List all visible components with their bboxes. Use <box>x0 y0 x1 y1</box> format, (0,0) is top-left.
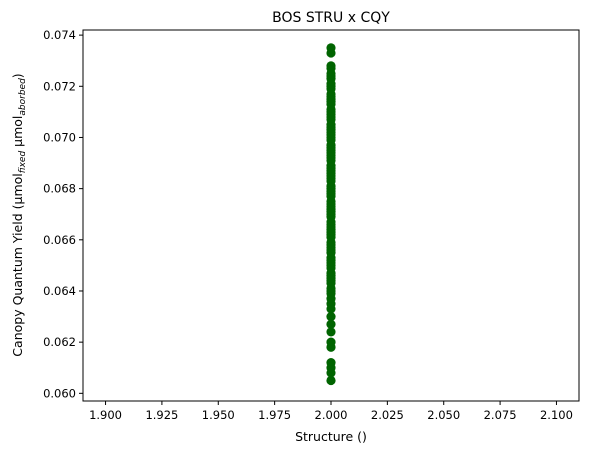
y-tick-label: 0.072 <box>43 79 76 93</box>
x-axis: 1.900 1.925 1.950 1.975 2.000 2.025 2.050 2.075… <box>89 401 573 422</box>
data-point <box>326 245 336 255</box>
y-axis-label-middle: μmol <box>10 116 25 151</box>
x-tick-label: 1.950 <box>202 408 235 422</box>
data-point <box>326 224 336 235</box>
data-point <box>326 71 336 81</box>
x-tick-label: 1.925 <box>145 408 178 422</box>
x-tick-label: 2.000 <box>315 408 348 422</box>
y-axis: 0.060 0.062 0.064 0.066 0.068 0.070 0.072 0.074 <box>43 28 83 400</box>
data-point <box>326 327 336 337</box>
data-points <box>326 43 336 386</box>
data-point <box>326 375 336 386</box>
data-point <box>326 319 336 329</box>
y-axis-label-sub-fixed: fixed <box>18 151 28 174</box>
data-point <box>326 276 336 286</box>
data-point <box>326 168 336 178</box>
y-tick-label: 0.060 <box>43 386 76 400</box>
x-axis-label: Structure () <box>295 429 367 444</box>
data-point <box>326 358 336 368</box>
y-tick-label: 0.070 <box>43 130 76 144</box>
data-point <box>326 311 336 322</box>
data-point <box>326 209 336 219</box>
data-point <box>326 132 336 143</box>
data-point <box>326 91 336 102</box>
chart-title: BOS STRU x CQY <box>272 10 390 26</box>
x-tick-label: 2.050 <box>427 408 460 422</box>
y-tick-label: 0.062 <box>43 335 76 349</box>
data-point <box>326 81 336 91</box>
y-axis-label-suffix: ) <box>10 73 25 78</box>
y-axis-label-sub-aborbed: aborbed <box>18 78 28 116</box>
x-tick-label: 1.900 <box>89 408 122 422</box>
data-point <box>326 43 336 53</box>
x-tick-label: 2.025 <box>371 408 404 422</box>
x-tick-label: 2.100 <box>540 408 573 422</box>
data-point <box>326 189 336 199</box>
y-axis-label-prefix: Canopy Quantum Yield (μmol <box>10 173 25 356</box>
data-point <box>326 337 336 347</box>
y-tick-label: 0.066 <box>43 233 76 247</box>
y-tick-label: 0.074 <box>43 28 76 42</box>
data-point <box>326 122 336 132</box>
x-tick-label: 1.975 <box>258 408 291 422</box>
data-point <box>326 199 336 209</box>
data-point <box>326 260 336 270</box>
data-point <box>326 107 336 117</box>
data-point <box>326 61 336 71</box>
data-point <box>326 286 336 296</box>
y-axis-label: Canopy Quantum Yield (μmolfixed μmolabor… <box>10 73 28 356</box>
y-tick-label: 0.064 <box>43 284 76 298</box>
data-point <box>326 148 336 158</box>
y-tick-label: 0.068 <box>43 182 76 196</box>
x-tick-label: 2.075 <box>484 408 517 422</box>
